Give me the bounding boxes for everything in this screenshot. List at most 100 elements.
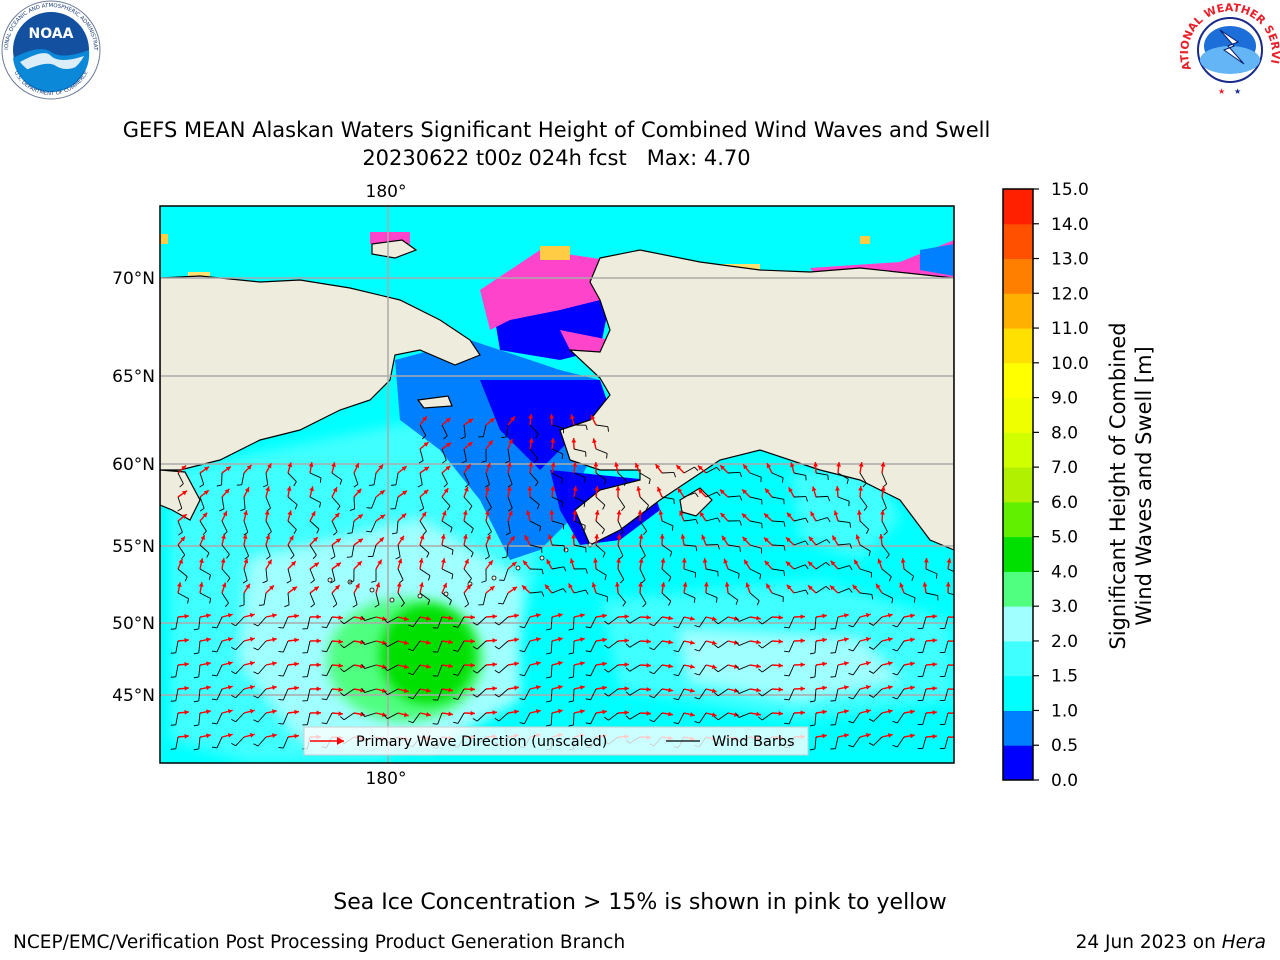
- wind-barb: [903, 592, 916, 599]
- wind-barb: [873, 712, 883, 722]
- wave-arrow-head: [227, 613, 233, 618]
- wind-barb-flag: [278, 722, 284, 725]
- wind-barb-flag: [673, 626, 679, 629]
- wind-barb-flag: [243, 532, 249, 536]
- wind-barb: [485, 544, 490, 557]
- wave-arrow-head: [249, 685, 255, 690]
- wave-arrow-head: [557, 685, 563, 690]
- wind-barb-flag: [784, 722, 790, 725]
- wave-arrow-head: [401, 466, 407, 471]
- wind-barb-flag: [714, 692, 719, 697]
- wave-arrow-head: [955, 639, 959, 644]
- wave-arrow-head: [222, 511, 228, 517]
- wind-barb: [762, 616, 773, 625]
- wave-arrow-head: [334, 585, 340, 590]
- wave-arrow-head: [338, 711, 343, 716]
- wind-barb-flag: [383, 618, 388, 624]
- wind-barb-flag: [321, 722, 327, 725]
- wind-barb: [306, 688, 311, 701]
- wave-arrow-head: [508, 438, 513, 444]
- colorbar-tick-label: 1.0: [1051, 701, 1078, 721]
- wind-barb: [437, 640, 443, 653]
- wave-arrow-head: [202, 512, 208, 518]
- wind-barb-flag: [494, 621, 500, 626]
- wave-arrow-head: [858, 486, 863, 491]
- wind-barb-flag: [604, 716, 609, 721]
- wave-arrow-head: [615, 486, 621, 491]
- wind-barb: [629, 616, 641, 624]
- wind-barb: [309, 544, 317, 556]
- wind-barb: [175, 712, 179, 725]
- wind-barb-flag: [849, 543, 853, 549]
- wave-arrow-head: [287, 510, 293, 516]
- wind-barb: [507, 520, 511, 533]
- wind-barb: [896, 664, 905, 676]
- wave-arrow-head: [338, 615, 343, 620]
- wind-barb: [661, 520, 674, 527]
- wave-arrow-head: [646, 686, 651, 692]
- wind-barb-flag: [735, 617, 740, 622]
- wave-arrow-head: [932, 710, 937, 715]
- wind-barb: [617, 592, 626, 603]
- wave-arrow-head: [887, 613, 893, 618]
- wind-barb-flag: [648, 479, 651, 485]
- lat-tick-label: 70°N: [112, 269, 155, 289]
- wind-barb-flag: [892, 744, 898, 748]
- wave-arrow-head: [244, 487, 250, 493]
- wind-barb: [463, 448, 467, 461]
- wave-arrow-head: [421, 511, 427, 517]
- wave-arrow-head: [887, 709, 893, 714]
- wind-barb: [859, 592, 872, 595]
- wind-barb-flag: [253, 743, 259, 747]
- wind-barb-flag: [694, 673, 700, 676]
- wind-barb: [476, 688, 487, 698]
- wind-barb-flag: [913, 597, 916, 603]
- wind-barb-flag: [361, 712, 365, 717]
- wave-arrow-head: [334, 512, 340, 518]
- wave-arrow-head: [506, 486, 512, 491]
- wind-barb-flag: [339, 692, 345, 697]
- wave-arrow-head: [425, 664, 431, 669]
- wind-barb: [788, 688, 795, 701]
- wave-arrow-head: [243, 510, 248, 516]
- wind-barb-flag: [294, 504, 298, 510]
- wind-barb: [235, 688, 245, 699]
- wind-barb-flag: [219, 508, 225, 512]
- wind-barb: [265, 472, 269, 485]
- wind-barb: [463, 592, 470, 605]
- wind-barb: [749, 472, 762, 478]
- wave-arrow-head: [721, 535, 727, 541]
- wind-barb: [834, 616, 839, 629]
- wind-barb: [175, 640, 179, 653]
- wave-arrow-head: [338, 687, 343, 692]
- wind-barb-flag: [868, 670, 874, 674]
- wind-barb-flag: [868, 742, 874, 746]
- wind-barb: [944, 640, 949, 653]
- wind-barb-flag: [585, 722, 591, 725]
- wave-arrow-head: [396, 582, 402, 587]
- wind-barb: [814, 616, 817, 629]
- wave-arrow-head: [616, 510, 622, 515]
- noaa-wordmark: NOAA: [29, 26, 74, 42]
- wind-barb: [608, 664, 619, 673]
- wind-barb: [653, 664, 663, 675]
- wave-arrow-head: [579, 709, 585, 714]
- wind-barb: [699, 688, 707, 700]
- wind-barb-flag: [278, 650, 284, 653]
- wind-barb-flag: [339, 479, 343, 485]
- wind-barb: [476, 664, 487, 674]
- wind-barb: [175, 736, 179, 749]
- wind-barb: [738, 688, 751, 694]
- wave-arrow-head: [646, 638, 651, 644]
- wind-barb: [922, 664, 927, 677]
- wind-barb-flag: [827, 517, 831, 523]
- lat-tick-labels: 70°N 65°N 60°N 55°N 50°N 45°N: [112, 269, 155, 706]
- wind-barb-flag: [443, 483, 448, 488]
- wave-arrow-head: [316, 638, 321, 644]
- wave-arrow-head: [271, 733, 277, 738]
- wind-barb: [502, 592, 509, 605]
- wave-arrow-head: [786, 512, 792, 518]
- wind-barb: [331, 472, 343, 481]
- wave-arrow-head: [887, 685, 893, 690]
- wind-barb-flag: [673, 650, 679, 653]
